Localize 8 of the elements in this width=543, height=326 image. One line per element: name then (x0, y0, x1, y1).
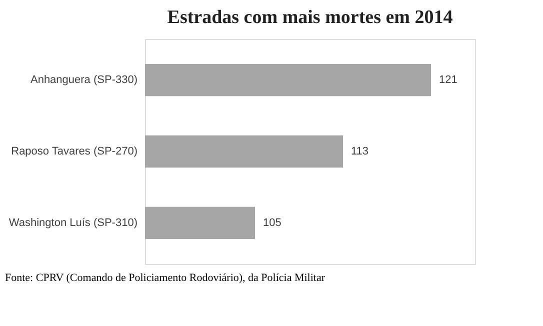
y-tick-label: Raposo Tavares (SP-270) (11, 146, 138, 158)
chart-title: Estradas com mais mortes em 2014 (167, 7, 454, 28)
source-note: Fonte: CPRV (Comando de Policiamento Rodoviário), da Polícia Militar (5, 272, 326, 284)
y-tick-label: Washington Luís (SP-310) (8, 216, 138, 229)
data-label: 105 (263, 216, 282, 229)
data-label: 113 (351, 146, 369, 158)
data-label: 121 (439, 74, 458, 86)
y-tick-label: Anhanguera (SP-330) (30, 74, 138, 86)
